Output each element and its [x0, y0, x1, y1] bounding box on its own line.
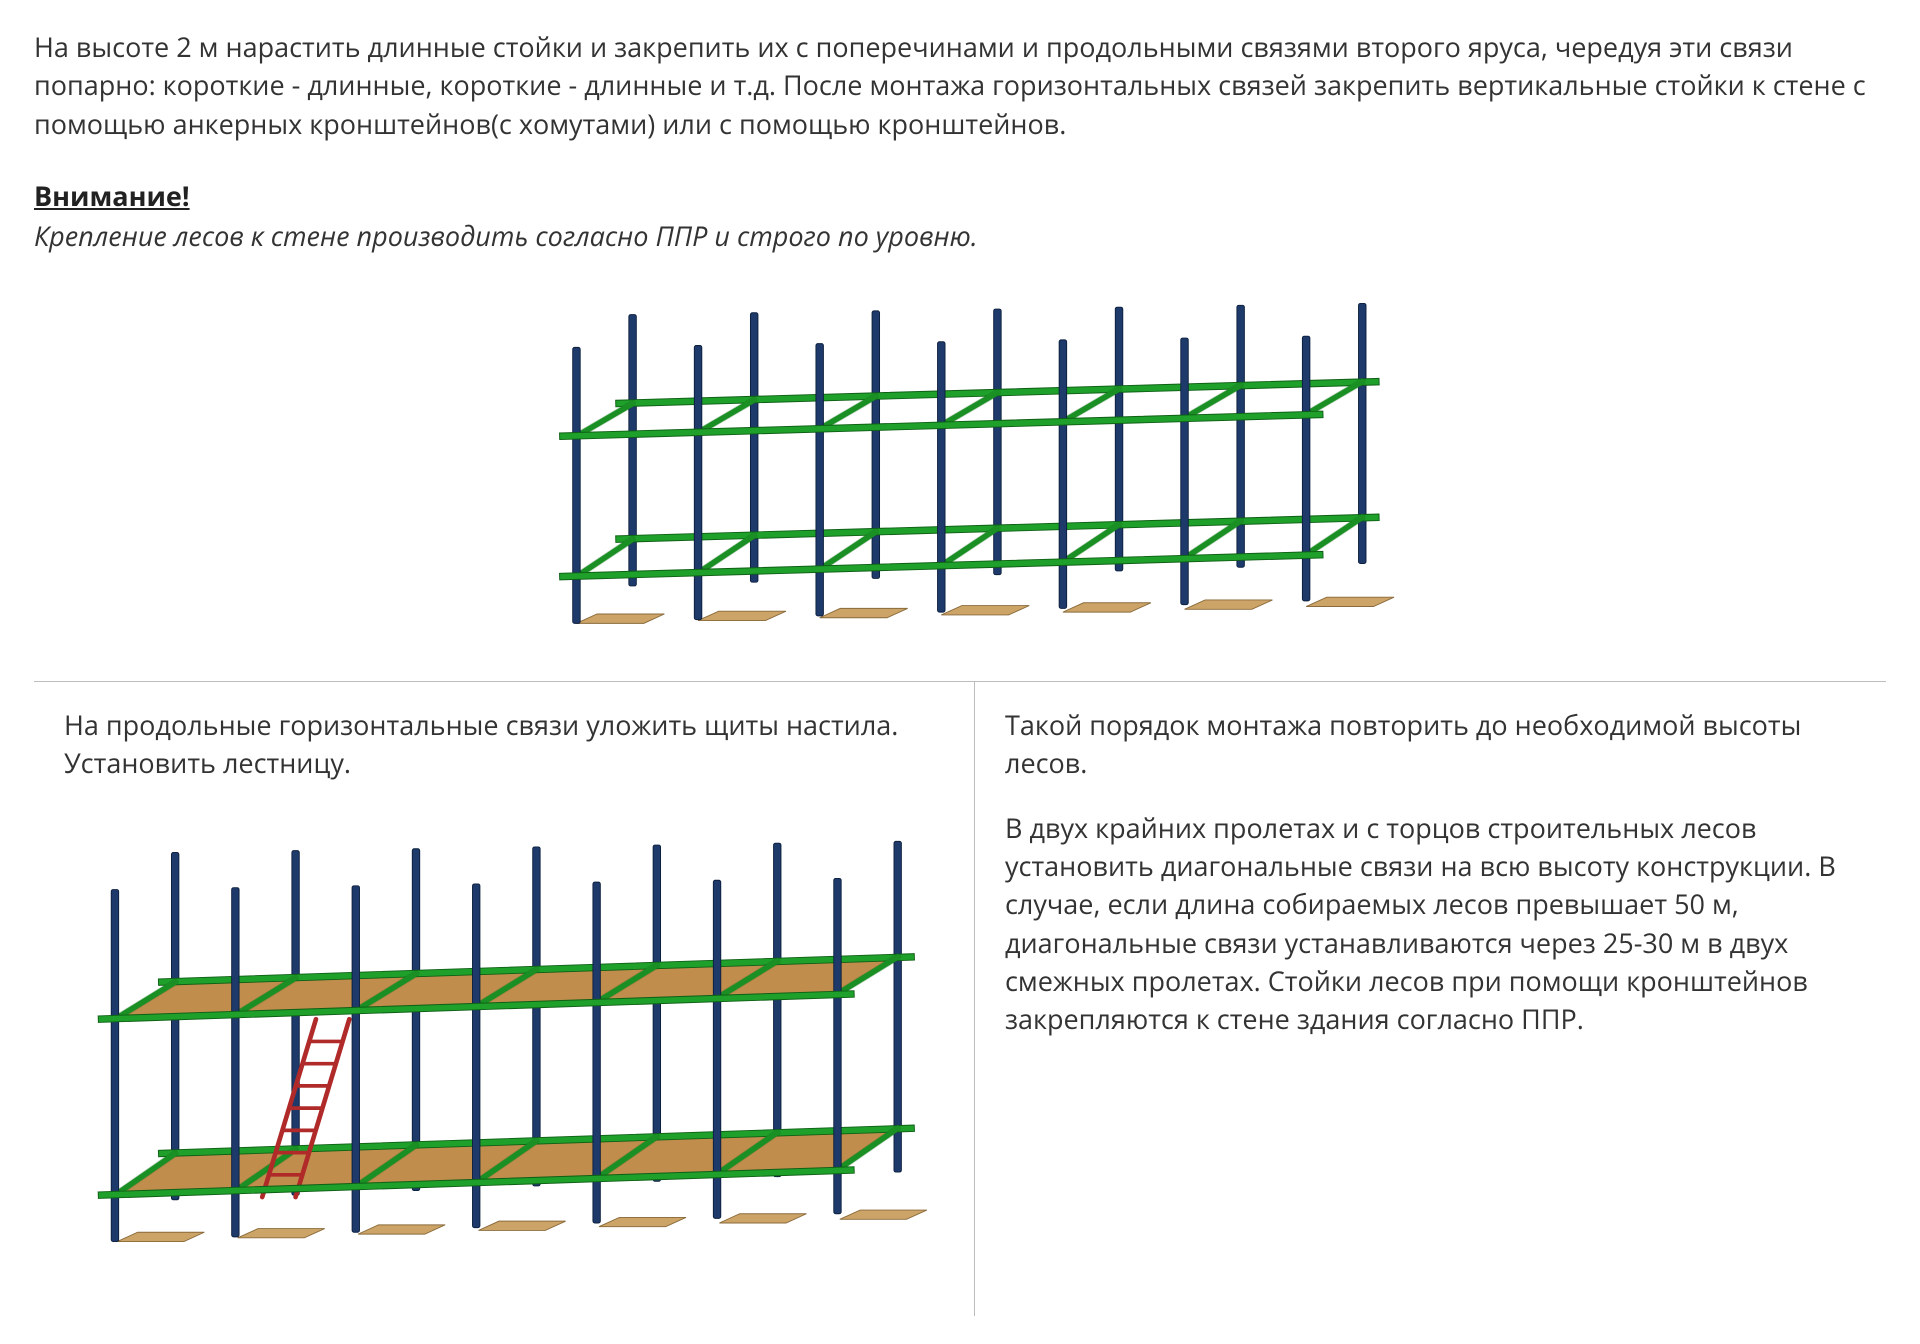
right-column: Такой порядок монтажа повторить до необх…	[975, 682, 1886, 1316]
attention-block: Внимание! Крепление лесов к стене произв…	[34, 177, 1886, 256]
attention-title: Внимание!	[34, 177, 1886, 215]
right-paragraph-2: В двух крайних пролетах и с торцов строи…	[1005, 809, 1856, 1039]
two-column-row: На продольные горизонтальные связи уложи…	[34, 682, 1886, 1316]
top-paragraph: На высоте 2 м нарастить длинные стойки и…	[34, 28, 1886, 143]
attention-body: Крепление лесов к стене производить согл…	[34, 217, 1886, 255]
scaffold-figure-2	[64, 817, 944, 1277]
left-paragraph: На продольные горизонтальные связи уложи…	[64, 706, 944, 783]
right-paragraph-1: Такой порядок монтажа повторить до необх…	[1005, 706, 1856, 783]
scaffold-figure-1	[525, 284, 1395, 654]
figure-2-wrap	[64, 817, 944, 1286]
figure-1-wrap	[34, 284, 1886, 682]
left-column: На продольные горизонтальные связи уложи…	[34, 682, 975, 1316]
